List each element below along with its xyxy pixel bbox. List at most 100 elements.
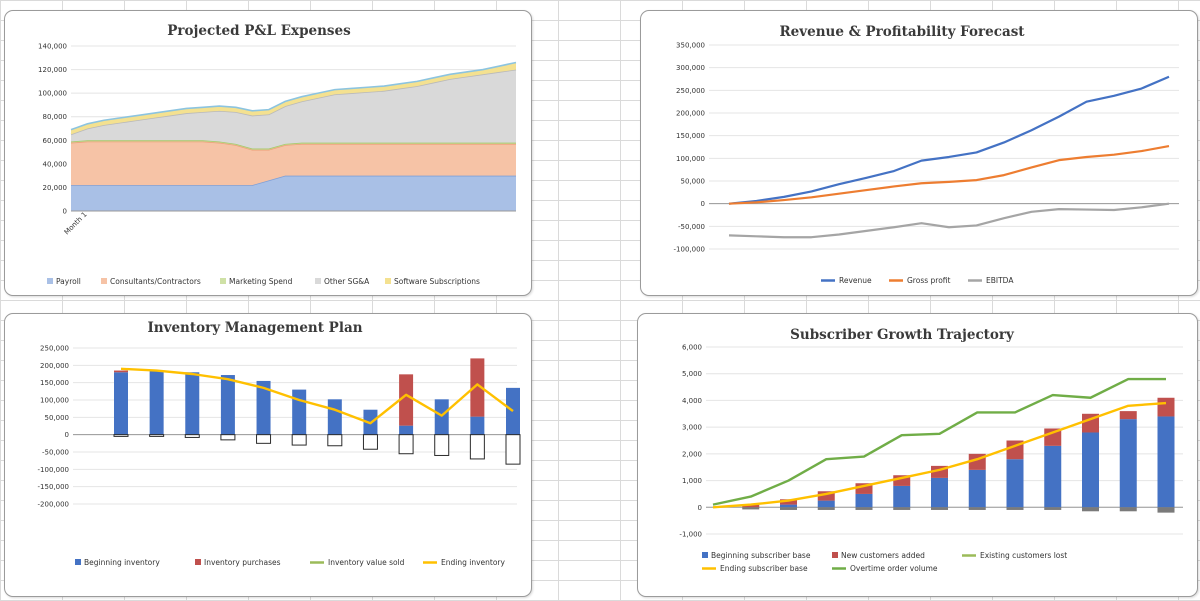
bar-beginning-inventory	[292, 389, 307, 435]
bar-inventory-purchases	[114, 370, 128, 373]
line-overtime-volume	[712, 377, 1166, 506]
bar-new-customers	[780, 499, 797, 505]
bar-customers-lost	[780, 507, 797, 510]
y-tick-label: 1,000	[682, 477, 702, 485]
pl-expenses-chart-panel: Projected P&L Expenses 0 20,000 40,000 60,00…	[4, 10, 532, 296]
chart-title: Inventory Management Plan	[147, 320, 362, 336]
y-tick-label: 2,000	[682, 450, 702, 458]
chart-title: Subscriber Growth Trajectory	[790, 327, 1015, 343]
y-tick-label: -100,000	[38, 466, 69, 474]
bar-inventory-sold	[469, 434, 485, 460]
bar-beginning-subscribers	[855, 493, 873, 508]
bar-beginning-inventory	[220, 375, 235, 435]
y-tick-label: 300,000	[676, 64, 705, 72]
area-series-edge	[70, 61, 517, 131]
y-tick-label: 0	[701, 200, 705, 208]
legend-swatch	[195, 559, 201, 565]
y-tick-label: -1,000	[679, 531, 702, 539]
y-tick-label: 120,000	[38, 66, 67, 74]
bar-inventory-purchases	[399, 374, 414, 426]
revenue-profitability-chart: Revenue & Profitability Forecast -100,000…	[674, 24, 1179, 285]
bar-inventory-sold	[291, 434, 307, 446]
y-tick-label: 100,000	[676, 155, 705, 163]
area-series	[71, 141, 516, 186]
subscriber-growth-chart-panel: Subscriber Growth Trajectory -1,000 0 1,000…	[637, 313, 1198, 597]
legend-label: New customers added	[841, 551, 925, 560]
legend-label: Marketing Spend	[229, 277, 293, 286]
bar-beginning-inventory	[506, 387, 520, 435]
line-series	[728, 202, 1170, 239]
legend-label: Inventory value sold	[328, 558, 405, 567]
bar-new-customers	[855, 483, 873, 494]
chart-title: Revenue & Profitability Forecast	[779, 24, 1025, 40]
legend-swatch	[220, 278, 226, 284]
bar-beginning-subscribers	[968, 469, 986, 508]
bar-customers-lost	[855, 507, 873, 510]
line-series	[728, 75, 1170, 205]
y-tick-label: 0	[63, 208, 67, 216]
bar-new-customers	[742, 504, 760, 508]
y-tick-label: 250,000	[40, 345, 69, 353]
y-tick-label: 200,000	[676, 110, 705, 118]
pl-expenses-chart: Projected P&L Expenses 0 20,000 40,000 60,00…	[38, 23, 517, 286]
line-series	[728, 145, 1170, 205]
y-tick-label: 100,000	[38, 90, 67, 98]
y-tick-label: -50,000	[678, 223, 705, 231]
legend-swatch	[832, 552, 838, 558]
bar-customers-lost	[1119, 507, 1137, 512]
y-tick-label: 80,000	[43, 113, 68, 121]
bar-inventory-sold	[220, 434, 236, 441]
y-tick-label: 50,000	[45, 414, 70, 422]
y-tick-label: 150,000	[40, 379, 69, 387]
legend-label: Revenue	[839, 276, 872, 285]
bar-beginning-inventory	[185, 372, 200, 435]
y-tick-label: 0	[698, 504, 702, 512]
bar-beginning-inventory	[149, 370, 164, 435]
y-tick-label: -200,000	[38, 501, 69, 509]
bar-customers-lost	[893, 507, 911, 510]
bar-new-customers	[1157, 397, 1175, 417]
y-tick-label: 6,000	[682, 344, 702, 352]
bar-customers-lost	[1006, 507, 1024, 510]
bar-beginning-inventory	[399, 425, 414, 435]
y-tick-label: 0	[65, 431, 69, 439]
chart-title: Projected P&L Expenses	[167, 23, 351, 39]
bar-beginning-subscribers	[780, 504, 797, 508]
y-tick-label: 250,000	[676, 87, 705, 95]
legend-label: Ending subscriber base	[720, 564, 808, 573]
y-tick-label: 5,000	[682, 370, 702, 378]
y-tick-label: 200,000	[40, 362, 69, 370]
legend-swatch	[47, 278, 53, 284]
bar-customers-lost	[1157, 507, 1175, 513]
y-tick-label: 40,000	[43, 160, 68, 168]
bar-inventory-sold	[398, 434, 414, 455]
y-tick-label: 60,000	[43, 137, 68, 145]
bar-beginning-inventory	[434, 399, 449, 435]
area-series	[71, 69, 516, 149]
line-ending-inventory	[120, 367, 514, 425]
y-tick-label: 20,000	[43, 184, 68, 192]
bar-inventory-sold	[327, 434, 343, 447]
y-tick-label: -50,000	[42, 449, 69, 457]
bar-beginning-subscribers	[931, 477, 948, 508]
y-tick-label: -100,000	[674, 246, 705, 254]
bar-customers-lost	[1044, 507, 1062, 510]
bar-new-customers	[893, 475, 911, 486]
bar-inventory-sold	[434, 434, 450, 456]
y-tick-label: 4,000	[682, 397, 702, 405]
bar-new-customers	[1119, 411, 1137, 420]
bar-beginning-inventory	[256, 380, 271, 435]
y-tick-label: 350,000	[676, 42, 705, 50]
line-ending-subscribers	[712, 401, 1167, 509]
legend-label: Payroll	[56, 277, 81, 286]
bar-new-customers	[817, 491, 835, 501]
bar-inventory-sold	[184, 434, 200, 438]
area-series	[71, 175, 516, 211]
legend-label: Other SG&A	[324, 277, 370, 286]
inventory-plan-chart: Inventory Management Plan -200,000 -150,00…	[38, 320, 521, 567]
subscriber-growth-chart: Subscriber Growth Trajectory -1,000 0 1,000…	[679, 327, 1183, 573]
bar-beginning-inventory	[327, 399, 342, 435]
y-tick-label: 100,000	[40, 397, 69, 405]
bar-beginning-subscribers	[1006, 459, 1024, 508]
bar-inventory-sold	[149, 434, 165, 437]
